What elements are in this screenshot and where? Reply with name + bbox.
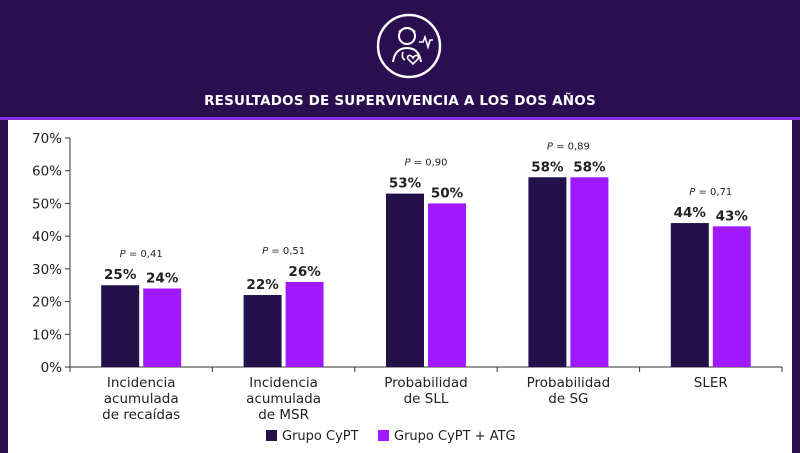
chart-title: RESULTADOS DE SUPERVIVENCIA A LOS DOS AÑ… <box>204 93 596 109</box>
category-label: acumulada <box>104 391 179 407</box>
data-label: 50% <box>431 185 464 201</box>
y-tick-label: 70% <box>32 131 62 147</box>
data-label: 58% <box>573 159 606 175</box>
category-label: de SLL <box>404 391 449 407</box>
y-tick-label: 10% <box>32 327 62 343</box>
category-label: Probabilidad <box>527 375 611 391</box>
data-label: 24% <box>146 270 179 286</box>
p-value-label: P = 0,89 <box>547 141 590 152</box>
category-label: Incidencia <box>107 375 176 391</box>
y-tick-label: 50% <box>32 196 62 212</box>
data-label: 53% <box>389 176 422 192</box>
doctor-heartbeat-icon <box>376 13 442 79</box>
y-tick-label: 0% <box>41 360 63 376</box>
bar-cypt-atg <box>143 288 182 367</box>
bar-cypt-atg <box>570 177 609 367</box>
data-label: 43% <box>716 208 749 224</box>
legend-label: Grupo CyPT + ATG <box>394 429 516 444</box>
header: RESULTADOS DE SUPERVIVENCIA A LOS DOS AÑ… <box>0 0 800 120</box>
category-label: acumulada <box>246 391 321 407</box>
y-tick-label: 60% <box>32 164 62 180</box>
y-tick-label: 40% <box>32 229 62 245</box>
category-label: de SG <box>548 391 588 407</box>
legend-swatch-cypt <box>266 430 277 441</box>
bar-cypt <box>243 295 282 367</box>
bar-cypt-atg <box>428 203 466 367</box>
legend-label: Grupo CyPT <box>282 429 359 444</box>
bar-cypt-atg <box>712 226 751 367</box>
p-value-label: P = 0,51 <box>262 246 305 257</box>
p-value-label: P = 0,41 <box>120 249 163 260</box>
bar-cypt-atg <box>285 281 324 367</box>
bar-cypt <box>386 193 424 367</box>
category-label: SLER <box>694 375 728 391</box>
data-label: 44% <box>674 205 707 221</box>
chart-axes: 0% 10% 20% 30% 40% 50% 60% 70% <box>32 131 783 376</box>
p-value-label: P = 0,90 <box>404 158 447 169</box>
data-label: 58% <box>531 159 564 175</box>
chart-bars <box>101 177 751 367</box>
category-label: de recaídas <box>102 407 180 423</box>
chart-legend: Grupo CyPT Grupo CyPT + ATG <box>266 429 516 444</box>
category-label: Probabilidad <box>384 375 468 391</box>
bar-cypt <box>670 223 709 367</box>
accent-line <box>0 117 800 120</box>
category-label: de MSR <box>258 407 309 423</box>
p-value-label: P = 0,71 <box>689 187 732 198</box>
data-label: 25% <box>104 267 137 283</box>
y-tick-label: 20% <box>32 295 62 311</box>
y-tick-label: 30% <box>32 262 62 278</box>
category-label: Incidencia <box>249 375 318 391</box>
data-label: 26% <box>288 264 321 280</box>
legend-swatch-cypt-atg <box>378 430 389 441</box>
bar-cypt <box>528 177 567 367</box>
bar-cypt <box>101 285 140 367</box>
bar-chart: 0% 10% 20% 30% 40% 50% 60% 70% 25% 24% P = 0,41 In… <box>32 131 783 444</box>
data-label: 22% <box>246 277 279 293</box>
